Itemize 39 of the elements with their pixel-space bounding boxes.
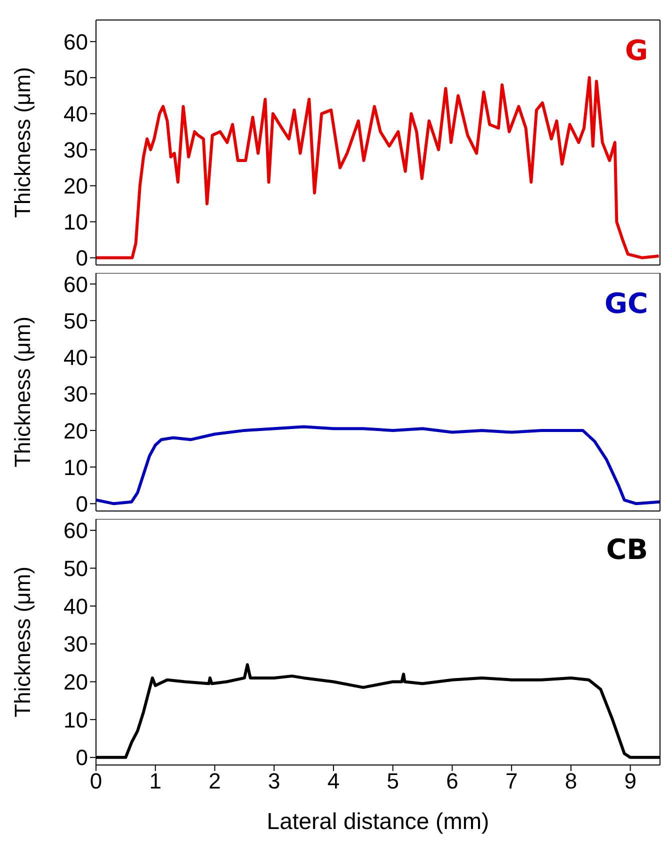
y-tick-label: 20 xyxy=(64,418,88,444)
x-tick-label: 1 xyxy=(149,768,162,794)
series-label: G xyxy=(625,34,648,67)
y-axis-title: Thickness (μm) xyxy=(10,316,35,468)
y-tick-label: 50 xyxy=(64,556,88,582)
y-tick-label: 20 xyxy=(64,174,88,199)
y-tick-label: 40 xyxy=(64,594,88,619)
y-tick-label: 10 xyxy=(64,707,88,732)
y-tick-label: 0 xyxy=(76,491,88,516)
x-tick-label: 7 xyxy=(505,768,518,794)
y-tick-label: 40 xyxy=(64,345,88,370)
y-tick-label: 0 xyxy=(76,745,88,770)
y-tick-label: 60 xyxy=(64,272,88,297)
x-tick-label: 9 xyxy=(624,768,636,794)
y-tick-label: 30 xyxy=(64,382,88,407)
text: CB xyxy=(606,533,648,566)
text: GC xyxy=(604,287,648,320)
y-tick-label: 10 xyxy=(64,454,88,480)
x-tick-label: 5 xyxy=(386,768,399,794)
y-tick-label: 30 xyxy=(64,138,88,163)
x-tick-label: 3 xyxy=(268,768,280,794)
y-tick-label: 50 xyxy=(64,65,88,90)
y-axis-title: Thickness (μm) xyxy=(10,566,35,718)
y-tick-label: 40 xyxy=(64,101,88,126)
y-tick-label: 60 xyxy=(64,518,88,544)
x-tick-label: 2 xyxy=(208,768,221,794)
x-tick-label: 8 xyxy=(564,768,578,794)
x-tick-label: 6 xyxy=(446,768,458,794)
y-tick-label: 0 xyxy=(76,246,88,271)
y-tick-label: 60 xyxy=(64,29,88,54)
y-tick-label: 10 xyxy=(64,210,88,235)
y-axis-title: Thickness (μm) xyxy=(10,67,35,218)
y-tick-label: 20 xyxy=(64,670,88,695)
x-tick-label: 4 xyxy=(327,768,340,794)
line-series xyxy=(96,425,660,506)
x-axis-title: Lateral distance (mm) xyxy=(266,808,490,834)
y-tick-label: 30 xyxy=(64,632,88,657)
y-tick-label: 50 xyxy=(64,308,88,334)
line-series xyxy=(96,76,660,260)
